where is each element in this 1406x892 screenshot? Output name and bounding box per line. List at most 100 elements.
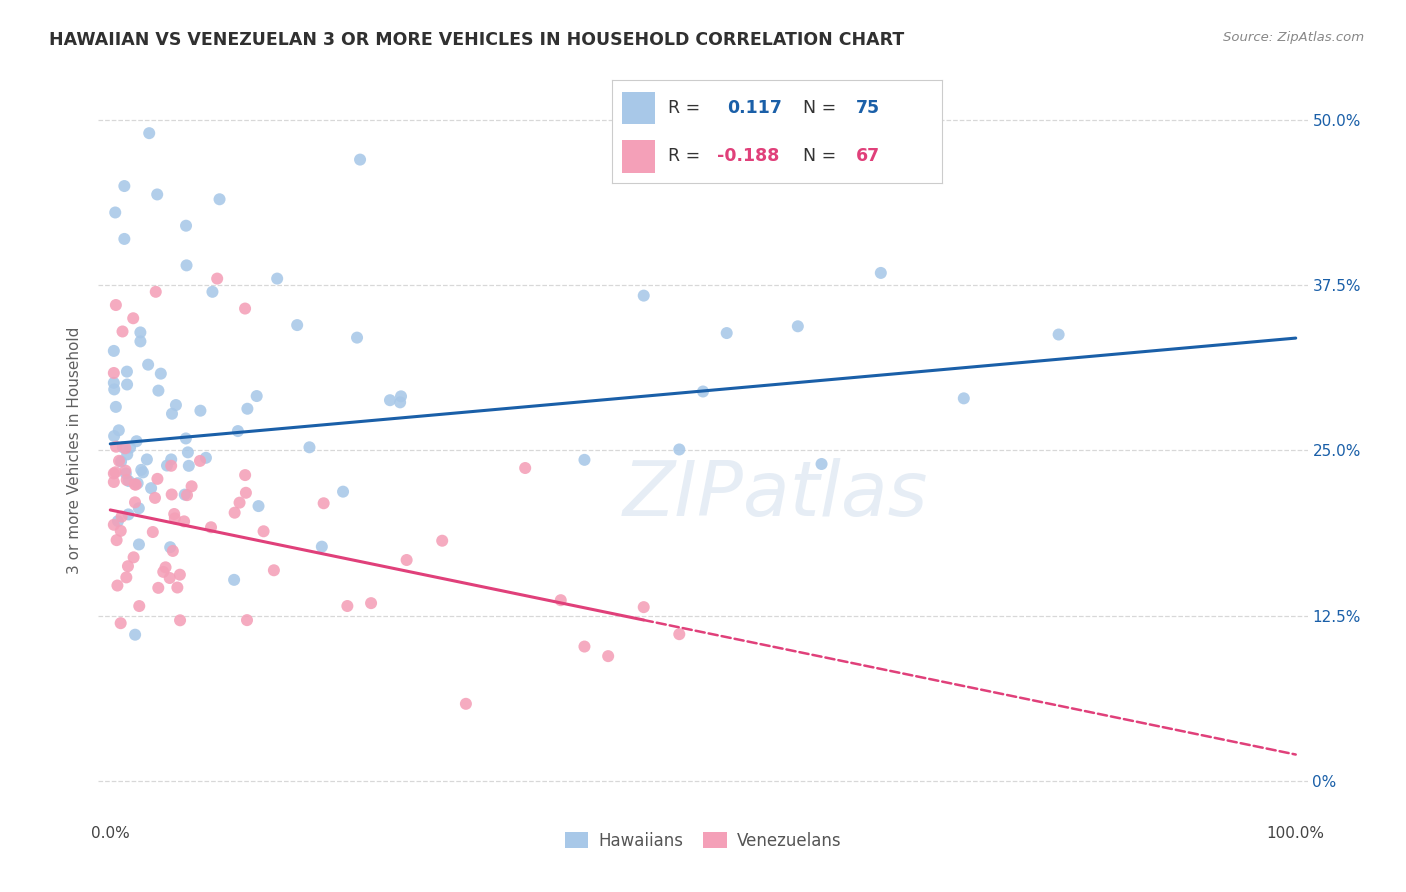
Text: ZIPatlas: ZIPatlas	[623, 458, 928, 532]
Point	[574, 640, 596, 654]
Point	[360, 596, 382, 610]
Point	[107, 423, 129, 437]
Point	[810, 457, 832, 471]
Point	[208, 192, 231, 206]
Point	[103, 376, 125, 390]
Point	[550, 593, 572, 607]
Point	[115, 365, 138, 379]
Point	[336, 599, 359, 613]
Point	[105, 440, 128, 454]
Point	[103, 366, 125, 380]
Point	[247, 499, 270, 513]
Point	[104, 205, 127, 219]
Point	[107, 514, 129, 528]
Point	[233, 468, 256, 483]
Point	[574, 453, 596, 467]
Point	[263, 563, 285, 577]
Point	[298, 440, 321, 454]
Point	[110, 454, 132, 468]
Point	[111, 509, 134, 524]
Point	[117, 508, 139, 522]
Point	[952, 392, 974, 406]
Point	[226, 424, 249, 438]
Point	[266, 271, 288, 285]
Point	[180, 479, 202, 493]
Point	[454, 697, 477, 711]
Point	[246, 389, 269, 403]
Point	[378, 393, 401, 408]
Point	[228, 496, 250, 510]
Point	[111, 325, 134, 339]
Point	[114, 464, 136, 478]
Point	[148, 384, 170, 398]
Point	[160, 407, 183, 421]
Point	[166, 581, 188, 595]
Point	[148, 581, 170, 595]
Point	[190, 403, 212, 417]
Point	[104, 400, 127, 414]
Point	[174, 219, 197, 233]
Point	[103, 467, 125, 481]
Text: 67: 67	[856, 147, 880, 165]
Point	[142, 524, 165, 539]
Point	[1047, 327, 1070, 342]
Point	[173, 514, 195, 528]
Point	[124, 628, 146, 642]
Point	[311, 540, 333, 554]
Point	[285, 318, 308, 332]
Point	[692, 384, 714, 399]
Point	[103, 429, 125, 443]
Point	[129, 463, 152, 477]
Point	[115, 570, 138, 584]
Point	[128, 501, 150, 516]
Text: R =: R =	[668, 99, 700, 117]
Bar	[621, 140, 655, 173]
Point	[128, 599, 150, 613]
Point	[224, 506, 246, 520]
Point	[252, 524, 274, 539]
Point	[395, 553, 418, 567]
Point	[169, 567, 191, 582]
Point	[389, 389, 412, 403]
Point	[105, 533, 128, 548]
Point	[194, 450, 217, 465]
Point	[114, 467, 136, 481]
Point	[515, 461, 537, 475]
Point	[786, 319, 808, 334]
Point	[332, 484, 354, 499]
Point	[112, 179, 135, 194]
Point	[201, 285, 224, 299]
Point	[103, 343, 125, 358]
Point	[136, 358, 159, 372]
Point	[115, 447, 138, 461]
Point	[103, 517, 125, 532]
Point	[120, 441, 142, 455]
Point	[104, 465, 127, 479]
Point	[633, 288, 655, 302]
Point	[346, 330, 368, 344]
Point	[129, 326, 152, 340]
Point	[160, 487, 183, 501]
Text: 75: 75	[856, 99, 880, 117]
Point	[143, 491, 166, 505]
Point	[146, 472, 169, 486]
Point	[139, 481, 162, 495]
Point	[103, 475, 125, 489]
Point	[235, 485, 257, 500]
Point	[132, 466, 155, 480]
Legend: Hawaiians, Venezuelans: Hawaiians, Venezuelans	[558, 825, 848, 856]
Point	[176, 259, 198, 273]
Point	[716, 326, 738, 340]
Point	[125, 477, 148, 491]
Point	[633, 600, 655, 615]
Point	[110, 524, 132, 538]
Point	[138, 126, 160, 140]
Point	[389, 395, 412, 409]
Point	[598, 649, 620, 664]
Text: N =: N =	[803, 99, 837, 117]
Point	[236, 613, 259, 627]
Point	[110, 616, 132, 631]
Point	[163, 507, 186, 521]
Point	[128, 537, 150, 551]
Text: 0.117: 0.117	[727, 99, 782, 117]
